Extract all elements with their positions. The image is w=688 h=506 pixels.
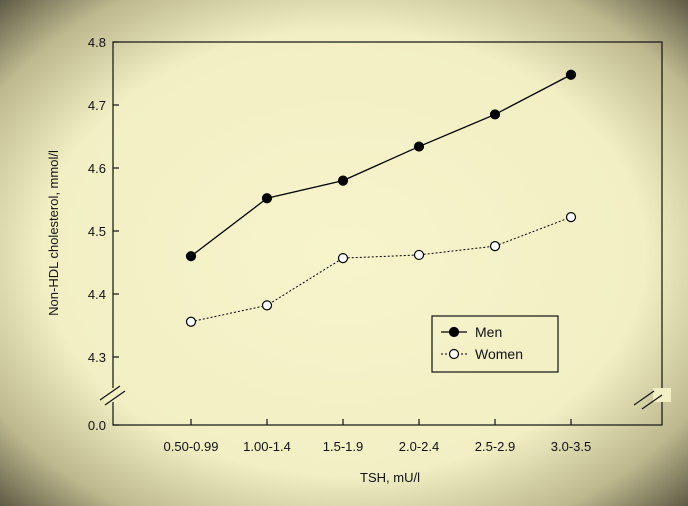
x-tick-label: 3.0-3.5 [551,439,591,454]
y-tick-label: 4.3 [88,350,106,365]
legend-label-men: Men [475,324,502,340]
x-axis-title: TSH, mU/l [360,470,420,485]
y-tick-label: 4.5 [88,224,106,239]
y-tick-label: 4.6 [88,161,106,176]
y-tick-label: 4.4 [88,287,106,302]
series-line-men [190,74,572,257]
x-axis-ticks: 0.50-0.99 1.00-1.4 1.5-1.9 2.0-2.4 2.5-2.9 3.… [164,419,591,454]
data-point-men [565,69,577,80]
legend-box [431,315,559,373]
series-line-women [190,216,572,323]
legend-label-women: Women [475,346,523,362]
y-axis-title: Non-HDL cholesterol, mmol/l [46,150,61,316]
x-tick-label: 1.5-1.9 [323,439,363,454]
left-axis-break [99,385,126,406]
data-point-women [337,252,349,264]
legend-marker-men [448,326,460,338]
y-tick-label: 4.7 [88,98,106,113]
legend: Men Women [431,315,559,373]
x-tick-label: 2.0-2.4 [399,439,439,454]
x-tick-label: 0.50-0.99 [164,439,219,454]
data-point-women [565,212,577,223]
data-point-women [261,300,273,311]
data-point-men [261,193,273,204]
x-tick-label: 1.00-1.4 [243,439,291,454]
data-point-men [489,109,501,120]
data-point-women [185,316,197,327]
data-point-women [413,249,425,261]
series-layer [185,69,577,327]
y-axis-ticks: 0.0 4.3 4.4 4.5 4.6 4.7 4.8 [88,35,119,433]
data-point-women [489,241,501,252]
y-tick-label: 4.8 [88,35,106,50]
y-tick-label: 0.0 [88,418,106,433]
data-point-men [185,251,197,262]
right-axis-break [633,388,671,410]
x-tick-label: 2.5-2.9 [475,439,515,454]
data-point-men [413,141,425,152]
legend-marker-women [448,348,460,360]
data-point-men [337,175,349,186]
plot-area [112,41,663,426]
